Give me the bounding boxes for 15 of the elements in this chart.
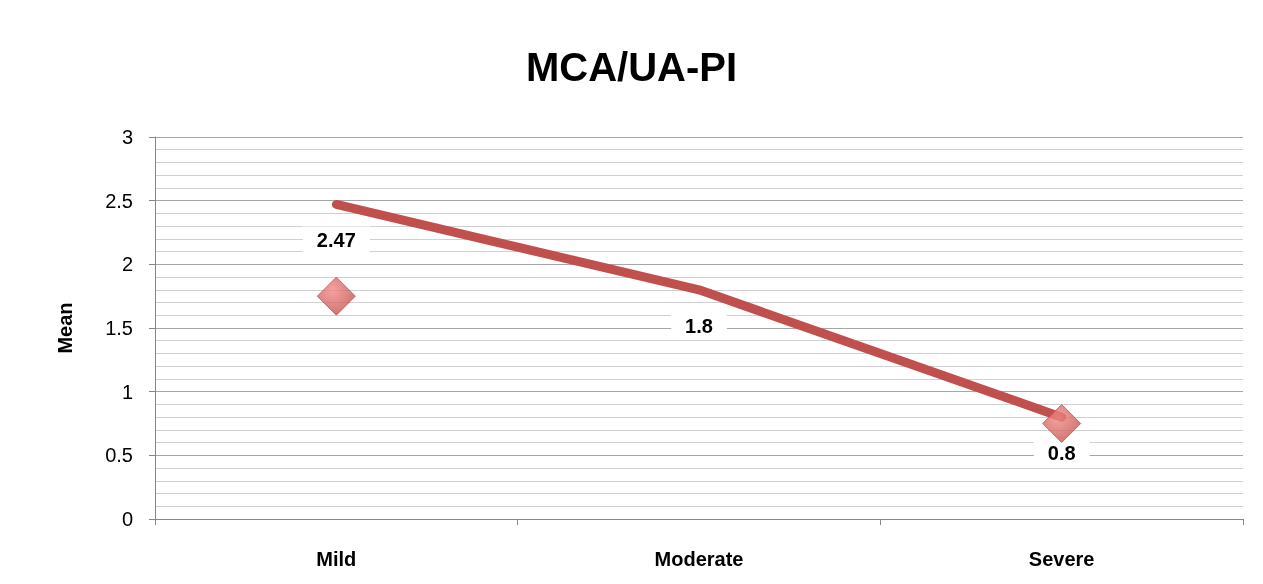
y-tick-label: 0.5 [105, 444, 133, 467]
y-tick-label: 0 [121, 508, 133, 530]
y-tick-label: 2.5 [105, 189, 133, 212]
x-tick-label: Mild [316, 548, 357, 570]
x-tick-label: Severe [1028, 548, 1095, 570]
y-tick-label: 3 [121, 126, 133, 148]
y-tick-label: 1 [121, 380, 133, 403]
x-tick-label: Moderate [654, 548, 744, 570]
data-label: 2.47 [316, 229, 356, 252]
y-tick-label: 1.5 [105, 317, 133, 339]
y-tick-label: 2 [121, 253, 133, 276]
y-axis-title: Mean [54, 302, 76, 354]
chart-title: MCA/UA-PI [525, 45, 738, 89]
data-label: 1.8 [685, 314, 713, 337]
data-label: 0.8 [1047, 442, 1076, 465]
